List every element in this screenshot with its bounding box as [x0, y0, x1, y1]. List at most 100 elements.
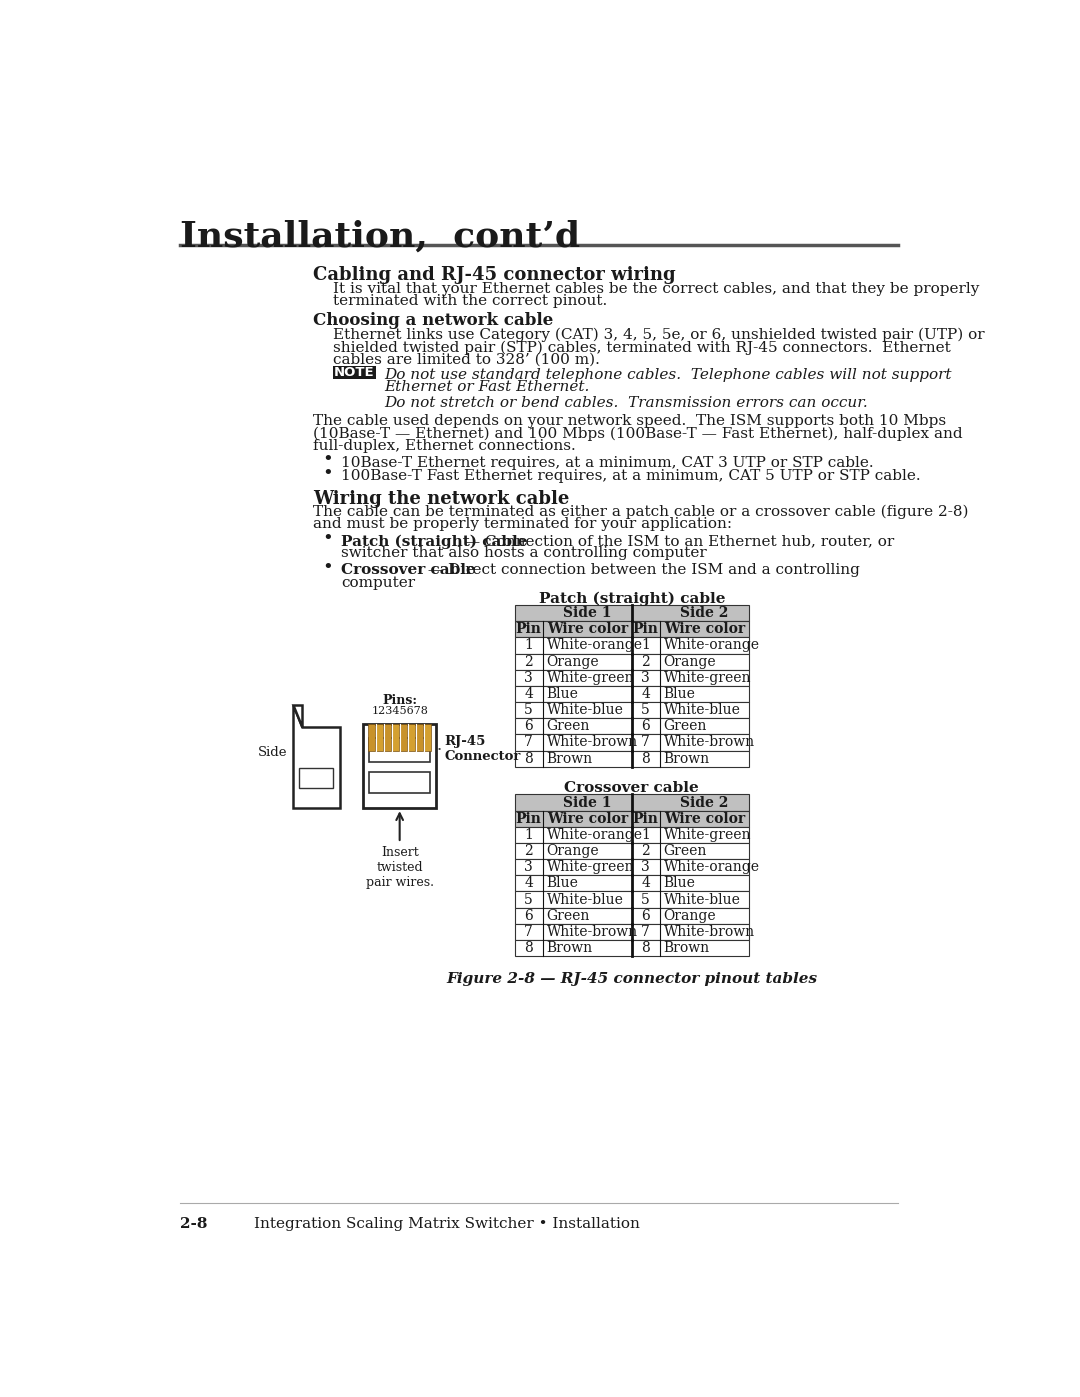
Text: White-blue: White-blue — [546, 893, 623, 907]
Text: 5: 5 — [524, 893, 534, 907]
Text: 4: 4 — [642, 876, 650, 890]
Text: Green: Green — [546, 719, 590, 733]
Bar — [515, 605, 748, 622]
Text: Pin: Pin — [516, 622, 542, 636]
Text: Pin: Pin — [516, 812, 542, 826]
Text: Pins:: Pins: — [382, 694, 417, 707]
Bar — [515, 735, 748, 750]
Text: Green: Green — [546, 908, 590, 922]
Bar — [376, 724, 383, 750]
Bar — [515, 622, 748, 637]
Text: Brown: Brown — [546, 942, 593, 956]
Bar — [408, 724, 416, 750]
Text: Patch (straight) cable: Patch (straight) cable — [341, 534, 528, 549]
Text: Side: Side — [257, 746, 287, 759]
Bar — [299, 768, 334, 788]
Bar — [515, 718, 748, 735]
Text: 2: 2 — [642, 655, 650, 669]
Text: •: • — [322, 451, 333, 469]
Text: 5: 5 — [524, 703, 534, 717]
Text: 6: 6 — [642, 908, 650, 922]
Text: full-duplex, Ethernet connections.: full-duplex, Ethernet connections. — [313, 439, 576, 453]
Text: White-blue: White-blue — [546, 703, 623, 717]
Text: — Connection of the ISM to an Ethernet hub, router, or: — Connection of the ISM to an Ethernet h… — [460, 534, 894, 548]
Text: — Direct connection between the ISM and a controlling: — Direct connection between the ISM and … — [422, 563, 860, 577]
Text: terminated with the correct pinout.: terminated with the correct pinout. — [333, 293, 607, 307]
Text: 6: 6 — [642, 719, 650, 733]
Text: 8: 8 — [524, 942, 534, 956]
Text: Side 1: Side 1 — [563, 606, 611, 620]
Text: It is vital that your Ethernet cables be the correct cables, and that they be pr: It is vital that your Ethernet cables be… — [333, 282, 978, 296]
Text: 1: 1 — [642, 638, 650, 652]
Bar — [515, 810, 748, 827]
Text: Installation,  cont’d: Installation, cont’d — [180, 219, 580, 254]
Text: White-brown: White-brown — [546, 925, 637, 939]
Text: 7: 7 — [642, 735, 650, 749]
Text: Green: Green — [663, 719, 707, 733]
Text: White-green: White-green — [546, 671, 634, 685]
Text: 6: 6 — [524, 719, 534, 733]
Text: 3: 3 — [642, 861, 650, 875]
Bar — [424, 724, 431, 750]
Bar — [515, 827, 748, 842]
Text: Insert
twisted
pair wires.: Insert twisted pair wires. — [366, 847, 434, 888]
Text: Side 2: Side 2 — [680, 795, 728, 809]
Bar — [515, 859, 748, 876]
Bar — [515, 908, 748, 923]
Bar — [416, 724, 423, 750]
Text: White-green: White-green — [546, 861, 634, 875]
Text: 2-8: 2-8 — [180, 1217, 207, 1231]
Text: Figure 2-8 — RJ-45 connector pinout tables: Figure 2-8 — RJ-45 connector pinout tabl… — [446, 971, 818, 985]
Text: White-blue: White-blue — [663, 893, 741, 907]
Bar — [369, 773, 430, 793]
Bar — [515, 842, 748, 859]
Text: 7: 7 — [524, 925, 534, 939]
Text: White-green: White-green — [663, 828, 751, 842]
Text: 8: 8 — [524, 752, 534, 766]
Text: 6: 6 — [524, 908, 534, 922]
Text: Crossover cable: Crossover cable — [341, 563, 476, 577]
Text: White-orange: White-orange — [663, 861, 759, 875]
Text: and must be properly terminated for your application:: and must be properly terminated for your… — [313, 517, 732, 531]
Text: RJ-45
Connector: RJ-45 Connector — [444, 735, 521, 763]
Bar — [368, 724, 375, 750]
Text: 2: 2 — [642, 844, 650, 858]
Text: White-brown: White-brown — [663, 925, 755, 939]
Text: Brown: Brown — [663, 942, 710, 956]
Text: Crossover cable: Crossover cable — [565, 781, 699, 795]
Text: computer: computer — [341, 576, 416, 590]
Bar — [515, 654, 748, 669]
Bar — [333, 366, 376, 379]
Text: 1: 1 — [642, 828, 650, 842]
Text: Side 1: Side 1 — [563, 795, 611, 809]
Text: Wire color: Wire color — [664, 622, 745, 636]
Text: Green: Green — [663, 844, 707, 858]
Text: 1: 1 — [524, 828, 534, 842]
Bar — [392, 724, 400, 750]
Text: NOTE: NOTE — [334, 366, 375, 379]
Bar — [400, 724, 407, 750]
Bar — [515, 637, 748, 654]
Text: 4: 4 — [524, 687, 534, 701]
Text: Blue: Blue — [663, 687, 696, 701]
Bar — [515, 703, 748, 718]
Bar — [515, 686, 748, 703]
Text: Integration Scaling Matrix Switcher • Installation: Integration Scaling Matrix Switcher • In… — [254, 1217, 639, 1231]
Text: White-orange: White-orange — [546, 638, 643, 652]
Text: The cable used depends on your network speed.  The ISM supports both 10 Mbps: The cable used depends on your network s… — [313, 414, 946, 427]
Text: Orange: Orange — [663, 655, 716, 669]
Text: Side 2: Side 2 — [680, 606, 728, 620]
Text: 3: 3 — [642, 671, 650, 685]
Text: switcher that also hosts a controlling computer: switcher that also hosts a controlling c… — [341, 546, 707, 560]
Text: shielded twisted pair (STP) cables, terminated with RJ-45 connectors.  Ethernet: shielded twisted pair (STP) cables, term… — [333, 339, 950, 355]
Text: Wiring the network cable: Wiring the network cable — [313, 489, 569, 507]
Text: Choosing a network cable: Choosing a network cable — [313, 313, 554, 330]
Text: •: • — [322, 559, 333, 577]
Text: Brown: Brown — [663, 752, 710, 766]
Text: Cabling and RJ-45 connector wiring: Cabling and RJ-45 connector wiring — [313, 267, 676, 284]
Text: 3: 3 — [524, 671, 534, 685]
Bar — [515, 891, 748, 908]
Text: Pin: Pin — [633, 812, 659, 826]
Text: 7: 7 — [642, 925, 650, 939]
Text: Blue: Blue — [546, 876, 579, 890]
